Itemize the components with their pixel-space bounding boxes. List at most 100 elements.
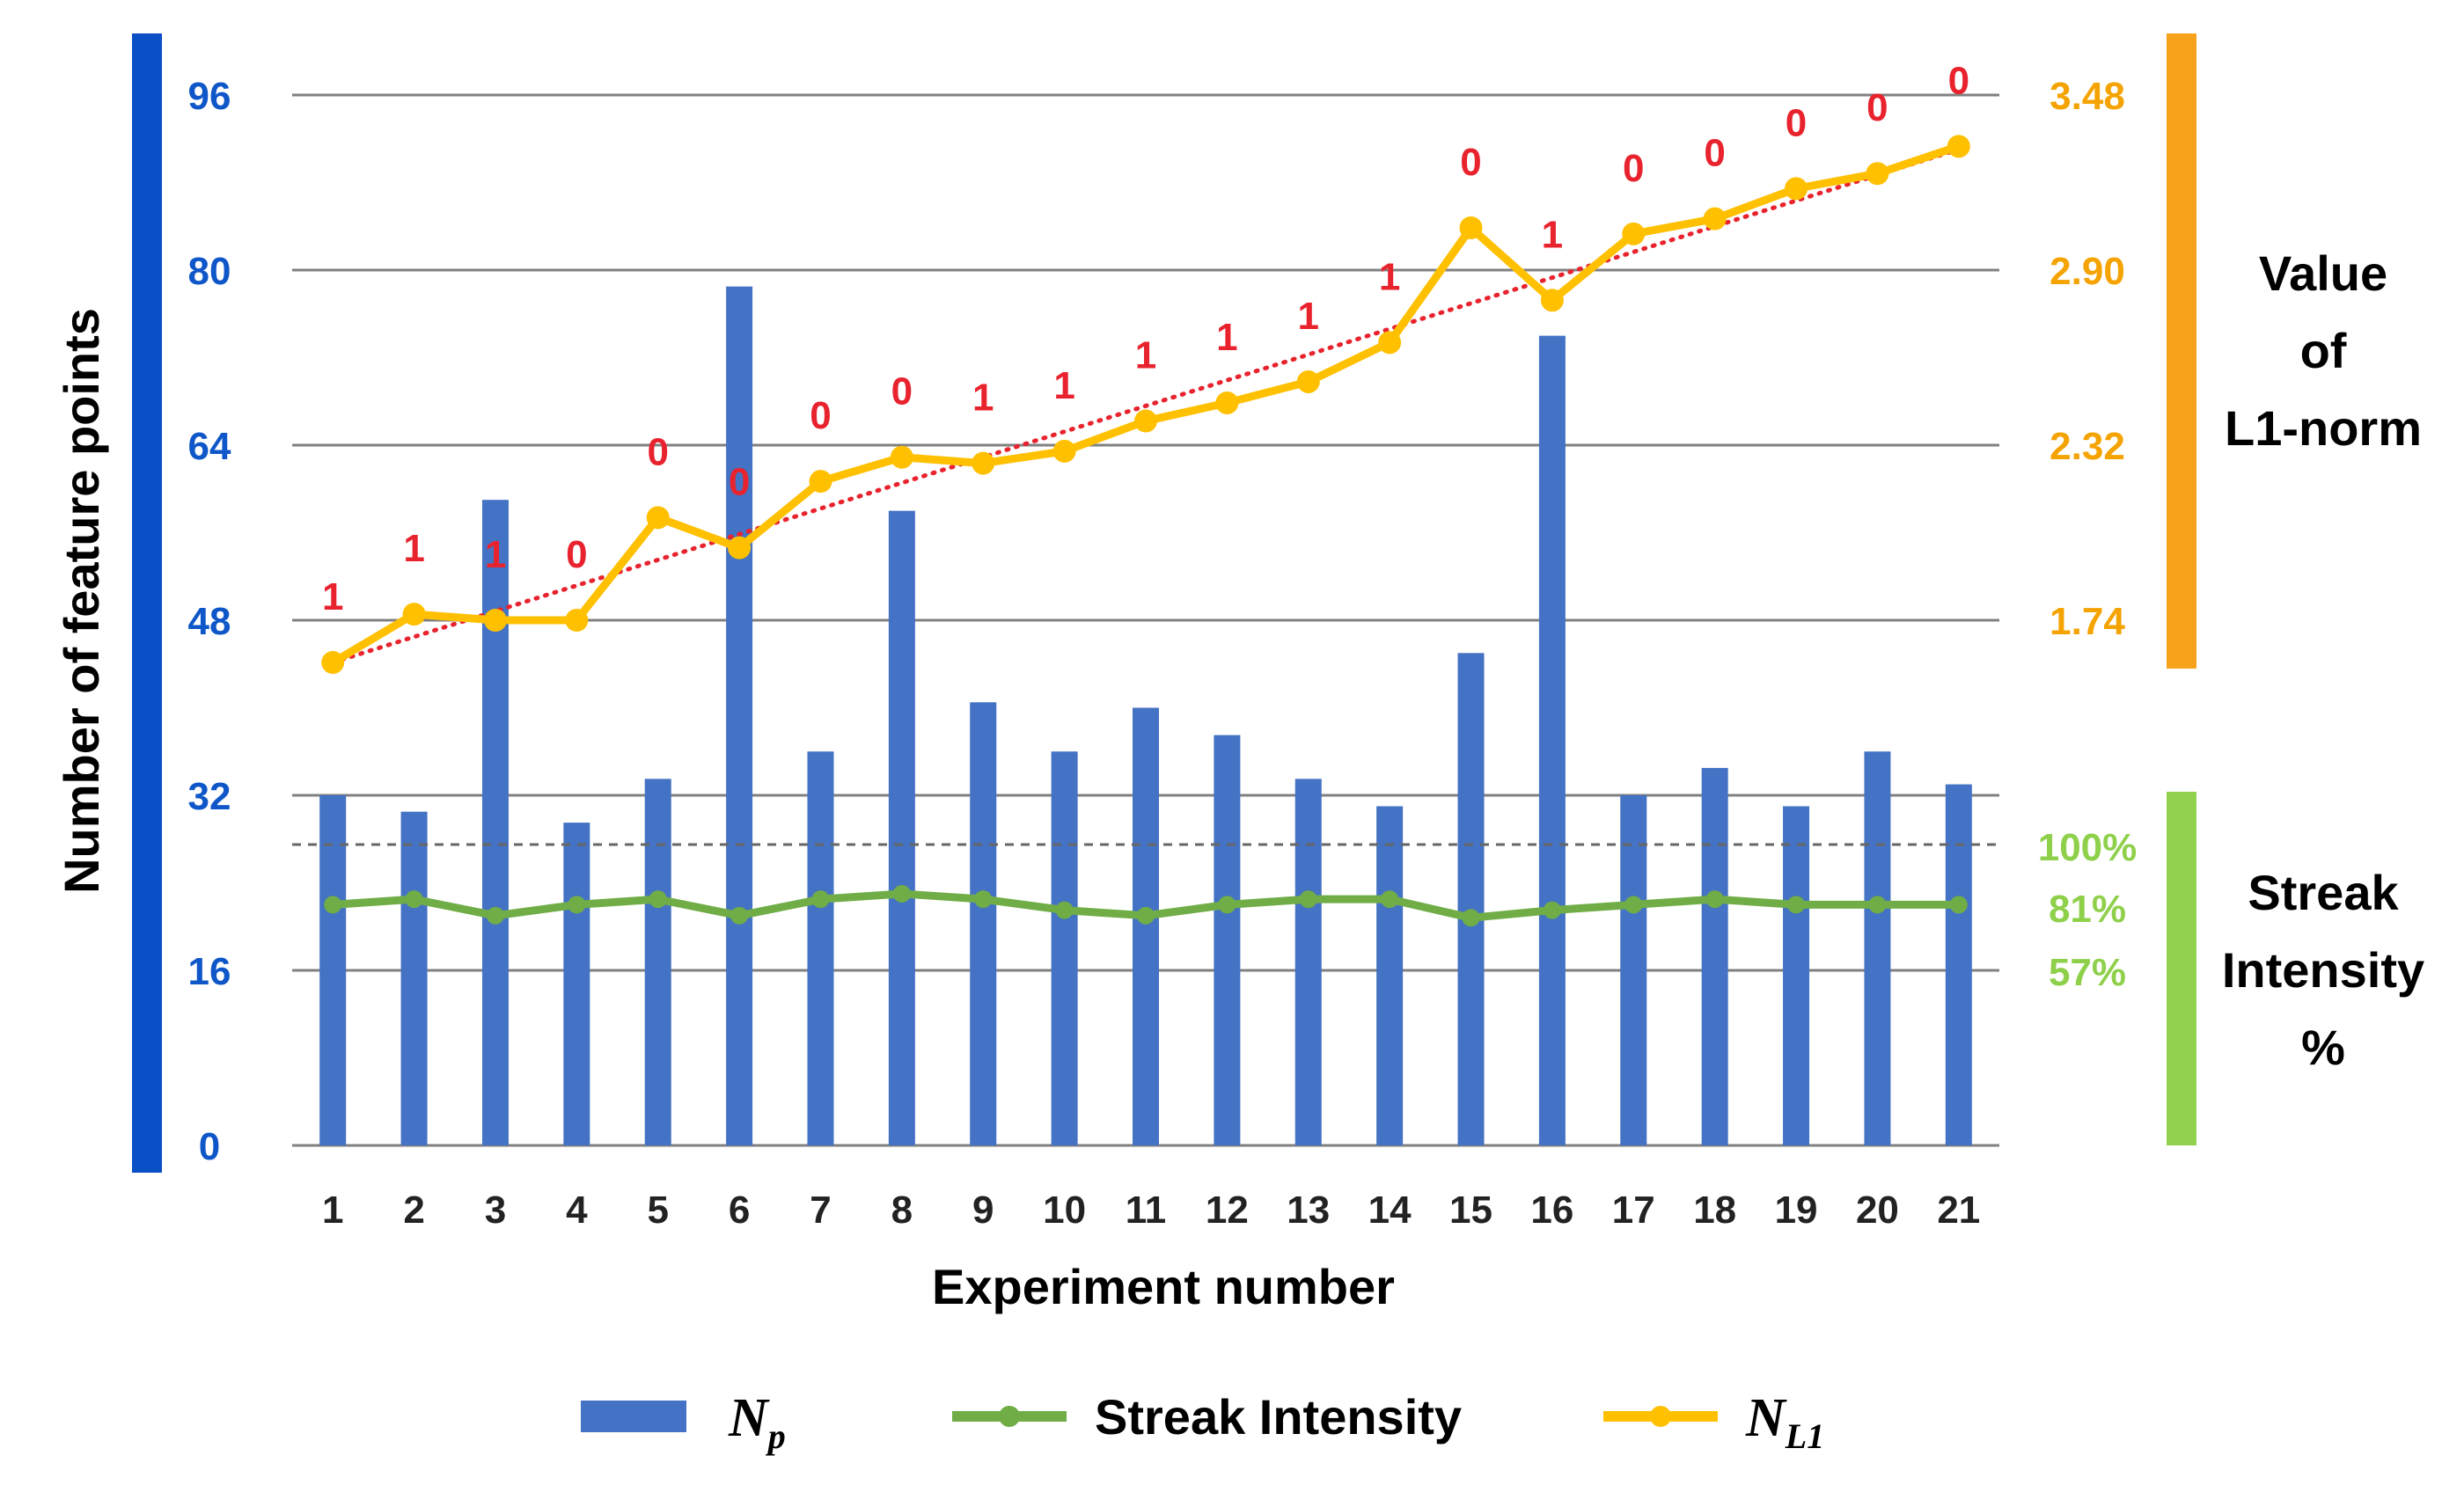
np-bar bbox=[1376, 806, 1404, 1145]
flag-label: 0 bbox=[1786, 101, 1807, 144]
nl1-point bbox=[809, 470, 832, 494]
np-bar bbox=[319, 795, 347, 1145]
x-axis-title: Experiment number bbox=[932, 1259, 1395, 1314]
y-tick-label: 96 bbox=[188, 75, 231, 118]
streak-point bbox=[568, 896, 586, 914]
nl1-point bbox=[646, 506, 670, 530]
flag-label: 0 bbox=[1704, 132, 1725, 175]
x-tick-label: 13 bbox=[1287, 1189, 1330, 1232]
streak-point bbox=[486, 906, 504, 925]
legend: Np Streak Intensity NL1 bbox=[581, 1388, 1824, 1456]
nl1-point bbox=[1459, 216, 1483, 239]
streak-point bbox=[405, 890, 423, 909]
np-bar bbox=[1783, 806, 1810, 1145]
x-tick-label: 14 bbox=[1368, 1189, 1412, 1232]
x-tick-label: 10 bbox=[1043, 1189, 1086, 1232]
x-tick-label: 2 bbox=[403, 1189, 424, 1232]
x-tick-label: 16 bbox=[1530, 1189, 1573, 1232]
flag-label: 0 bbox=[647, 430, 668, 473]
right-axis-accent-bar-l1 bbox=[2167, 33, 2196, 669]
flag-label: 0 bbox=[1866, 86, 1888, 129]
np-bar bbox=[1864, 751, 1891, 1145]
np-bar bbox=[563, 823, 590, 1145]
streak-point bbox=[1055, 901, 1074, 919]
streak-point bbox=[1949, 896, 1968, 914]
flag-label: 0 bbox=[1948, 59, 1969, 102]
flag-label: 1 bbox=[1216, 316, 1237, 359]
np-bar bbox=[1945, 784, 1972, 1145]
right-axis-accent-bar-streak bbox=[2167, 792, 2196, 1145]
streak-title-line-1: Streak bbox=[2248, 865, 2399, 920]
streak-point bbox=[1299, 890, 1317, 909]
x-tick-label: 3 bbox=[485, 1189, 506, 1232]
y-axis-title: Number of feature points bbox=[54, 308, 109, 894]
x-tick-label: 12 bbox=[1206, 1189, 1249, 1232]
x-tick-label: 15 bbox=[1449, 1189, 1492, 1232]
legend-streak-label: Streak Intensity bbox=[1095, 1389, 1462, 1445]
nl1-point bbox=[728, 536, 752, 560]
np-bar bbox=[1133, 707, 1159, 1145]
y-tick-label: 64 bbox=[188, 425, 231, 468]
y-tick-label: 0 bbox=[199, 1125, 220, 1168]
streak-tick-label: 81% bbox=[2049, 888, 2126, 931]
x-tick-label: 20 bbox=[1856, 1189, 1899, 1232]
trendline-path bbox=[330, 147, 1962, 665]
streak-point bbox=[324, 896, 342, 914]
nl1-point bbox=[402, 603, 426, 626]
streak-point bbox=[1218, 896, 1236, 914]
nl1-point bbox=[1947, 135, 1970, 158]
streak-point bbox=[1624, 896, 1643, 914]
left-axis-accent-bar bbox=[132, 33, 162, 1173]
np-bar bbox=[807, 751, 834, 1145]
x-tick-label: 8 bbox=[891, 1189, 913, 1232]
streak-point bbox=[1137, 906, 1155, 925]
np-bar bbox=[644, 779, 671, 1145]
x-tick-label: 7 bbox=[810, 1189, 831, 1232]
nl1-point bbox=[1052, 439, 1076, 463]
np-bar bbox=[1214, 735, 1241, 1145]
np-bar bbox=[481, 500, 509, 1145]
nl1-point bbox=[972, 451, 995, 475]
flag-label: 0 bbox=[891, 370, 913, 413]
x-tick-label: 6 bbox=[729, 1189, 750, 1232]
flag-label: 0 bbox=[566, 533, 587, 576]
x-tick-label: 19 bbox=[1775, 1189, 1818, 1232]
np-bar bbox=[1538, 335, 1566, 1145]
x-tick-label: 9 bbox=[972, 1189, 994, 1232]
x-tick-label: 1 bbox=[322, 1189, 343, 1232]
np-bar bbox=[970, 702, 997, 1145]
flag-label: 0 bbox=[1623, 147, 1644, 190]
nl1-point bbox=[1540, 289, 1564, 312]
flag-labels: 1 1 1 0 0 0 0 0 1 1 1 1 1 1 0 1 0 0 0 0 0 bbox=[322, 59, 1969, 618]
legend-nl1-marker bbox=[1650, 1406, 1671, 1427]
flag-label: 1 bbox=[1298, 295, 1319, 338]
flag-label: 0 bbox=[729, 461, 750, 504]
streak-title-line-3: % bbox=[2301, 1020, 2345, 1075]
flag-label: 1 bbox=[1135, 334, 1156, 377]
nl1-point bbox=[565, 609, 589, 632]
streak-point bbox=[1787, 896, 1806, 914]
flag-label: 0 bbox=[810, 394, 831, 437]
nl1-point bbox=[1866, 162, 1889, 186]
nl1-trendline bbox=[330, 147, 1962, 665]
nl1-point bbox=[890, 445, 913, 469]
nl1-point bbox=[1215, 391, 1239, 414]
streak-point bbox=[974, 890, 993, 909]
flag-label: 1 bbox=[322, 575, 343, 618]
np-bar bbox=[1620, 795, 1647, 1145]
legend-streak-marker bbox=[999, 1406, 1020, 1427]
np-bar bbox=[1457, 653, 1485, 1145]
streak-point bbox=[1462, 909, 1480, 927]
x-tick-label: 5 bbox=[647, 1189, 668, 1232]
nl1-point bbox=[483, 609, 507, 632]
np-bar bbox=[1051, 751, 1078, 1145]
np-bar bbox=[1701, 767, 1728, 1145]
np-bar bbox=[888, 510, 915, 1145]
streak-point bbox=[649, 890, 667, 909]
legend-nl1-label: NL1 bbox=[1745, 1388, 1824, 1456]
np-bars bbox=[319, 286, 1972, 1145]
flag-label: 1 bbox=[485, 533, 506, 576]
